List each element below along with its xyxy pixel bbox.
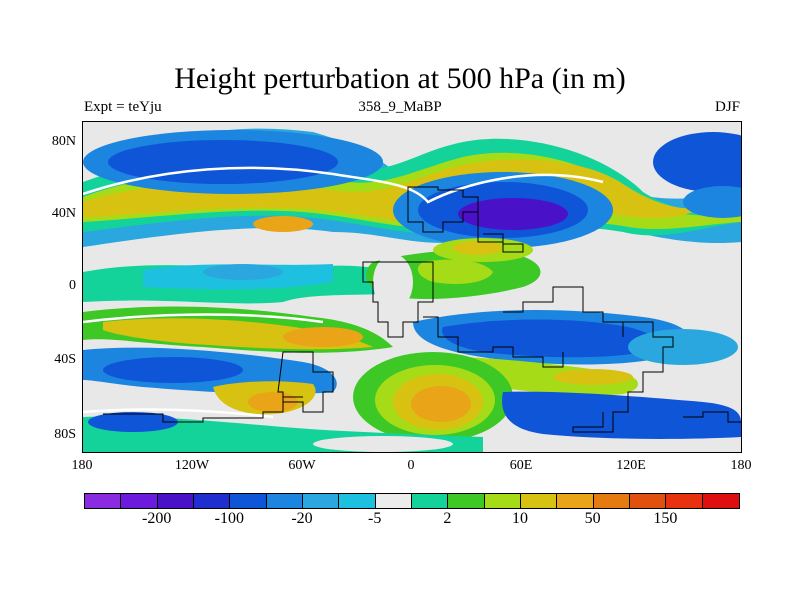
coastline-europe xyxy=(407,186,479,233)
pacific-ne-edge xyxy=(683,186,741,218)
south-blue-core xyxy=(103,357,243,383)
se-pacific-yellow xyxy=(553,369,633,385)
coastline-antarctica xyxy=(683,411,741,423)
colorbar-swatch xyxy=(339,494,376,508)
atlantic-south-orange xyxy=(411,386,471,422)
far-south-blue xyxy=(88,412,178,432)
experiment-label: Expt = teYju xyxy=(84,99,162,115)
zero-contour-south xyxy=(83,408,274,419)
africa-lime xyxy=(417,259,493,284)
colorbar-label: 150 xyxy=(653,510,678,527)
coastline-southeast-asia xyxy=(503,286,624,337)
north-orange-core xyxy=(253,216,313,232)
colorbar-swatch xyxy=(266,494,303,508)
colorbar-swatch xyxy=(411,494,449,508)
x-tick-label: 60E xyxy=(509,458,533,473)
season-label: DJF xyxy=(714,99,740,115)
y-tick-label: 80N xyxy=(51,134,76,149)
colorbar-swatch xyxy=(557,494,594,508)
coastline-south-america xyxy=(277,351,334,413)
pacific-ne-cell xyxy=(653,132,741,192)
indian-ocean-deep xyxy=(442,319,655,358)
colorbar-swatch xyxy=(302,494,340,508)
y-tick-label: 40S xyxy=(54,352,76,367)
y-tick-label: 80S xyxy=(54,427,76,442)
colorbar-label: -5 xyxy=(367,510,382,527)
colorbar-label: -200 xyxy=(141,510,172,527)
x-tick-label: 180 xyxy=(71,458,93,473)
equator-gap xyxy=(373,254,413,310)
coastline-south-land xyxy=(103,396,303,423)
zero-contour-north xyxy=(83,166,604,204)
coastline-arabia xyxy=(423,316,564,368)
colorbar-swatch xyxy=(157,494,194,508)
colorbar-label: 10 xyxy=(512,510,528,527)
x-tick-label: 180 xyxy=(730,458,752,473)
colorbar-swatch xyxy=(375,494,412,508)
colorbar-swatch xyxy=(520,494,558,508)
south-orange-spot xyxy=(283,327,363,347)
y-tick-label: 0 xyxy=(69,278,76,293)
coastline-australia xyxy=(572,321,674,433)
colorbar xyxy=(84,493,740,509)
pacific-sw-blue xyxy=(628,329,738,365)
pole-gap xyxy=(313,436,453,452)
colorbar-swatch xyxy=(484,494,521,508)
colorbar-swatch xyxy=(593,494,630,508)
colorbar-label: -20 xyxy=(291,510,313,527)
coastline-asia xyxy=(477,212,524,253)
y-tick-label: 40N xyxy=(51,206,76,221)
eurasia-trough-core xyxy=(458,198,568,230)
x-tick-label: 0 xyxy=(407,458,415,473)
x-tick-label: 120E xyxy=(616,458,646,473)
x-tick-label: 60W xyxy=(288,458,316,473)
coastline-africa xyxy=(362,261,434,338)
x-tick-label: 120W xyxy=(174,458,210,473)
colorbar-swatch xyxy=(121,494,158,508)
tropics-blue-spot xyxy=(203,264,283,280)
colorbar-swatch xyxy=(448,494,485,508)
colorbar-label: 2 xyxy=(443,510,452,527)
colorbar-swatch xyxy=(193,494,231,508)
colorbar-label: -100 xyxy=(214,510,244,527)
colorbar-label: 50 xyxy=(584,510,601,527)
antarctic-blue xyxy=(502,391,741,439)
colorbar-swatch xyxy=(85,494,122,508)
zero-contour-mid xyxy=(83,313,324,324)
colorbar-swatch xyxy=(702,494,739,508)
colorbar-swatch xyxy=(629,494,667,508)
colorbar-swatch xyxy=(666,494,703,508)
period-label: 358_9_MaBP xyxy=(358,99,442,115)
colorbar-swatch xyxy=(230,494,267,508)
map-panel xyxy=(82,121,742,453)
asia-yellow xyxy=(453,241,503,255)
contour-map xyxy=(83,122,741,452)
plot-title: Height perturbation at 500 hPa (in m) xyxy=(174,62,626,95)
